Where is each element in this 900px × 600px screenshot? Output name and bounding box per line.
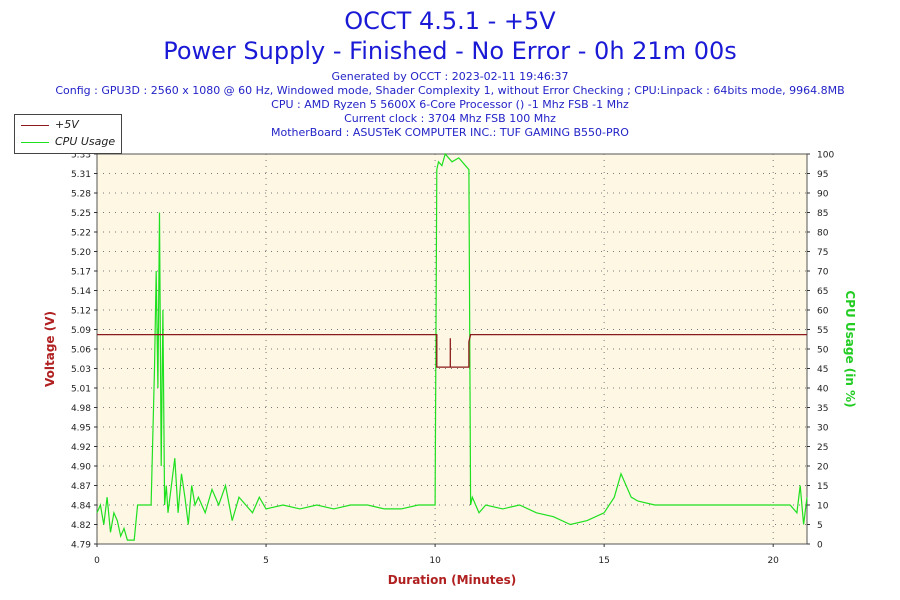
y-right-tick-label: 60 xyxy=(817,307,829,317)
y-right-tick-label: 75 xyxy=(817,248,828,258)
chart-title: OCCT 4.5.1 - +5V xyxy=(344,7,556,35)
y-left-tick-label: 5.09 xyxy=(71,326,91,336)
y-left-tick-label: 4.98 xyxy=(71,404,91,414)
y-left-tick-label: 5.25 xyxy=(71,209,91,219)
cpu-info: CPU : AMD Ryzen 5 5600X 6-Core Processor… xyxy=(271,98,629,111)
legend-label-cpu: CPU Usage xyxy=(55,135,116,148)
y-right-tick-label: 20 xyxy=(817,463,829,473)
y-left-tick-label: 4.90 xyxy=(71,463,91,473)
y-left-tick-label: 4.95 xyxy=(71,424,91,434)
y-right-tick-label: 80 xyxy=(817,229,829,239)
legend-item-cpu: CPU Usage xyxy=(21,135,115,148)
y-left-tick-label: 4.79 xyxy=(71,541,91,551)
y-right-tick-label: 30 xyxy=(817,424,829,434)
y-left-tick-label: 5.14 xyxy=(71,287,91,297)
y-left-tick-label: 5.22 xyxy=(71,229,91,239)
legend-label-voltage: +5V xyxy=(55,118,79,131)
y-right-tick-label: 50 xyxy=(817,346,829,356)
legend-swatch-cpu xyxy=(21,141,49,143)
y-right-tick-label: 35 xyxy=(817,404,828,414)
y-left-axis-label: Voltage (V) xyxy=(43,311,57,387)
y-right-tick-label: 65 xyxy=(817,287,828,297)
series-line-cpu-usage xyxy=(96,152,808,541)
y-left-tick-label: 4.82 xyxy=(71,521,91,531)
config-info: Config : GPU3D : 2560 x 1080 @ 60 Hz, Wi… xyxy=(55,84,845,97)
y-right-tick-label: 100 xyxy=(817,151,834,161)
y-left-tick-label: 5.17 xyxy=(71,268,91,278)
y-right-axis-label: CPU Usage (in %) xyxy=(843,290,857,407)
y-left-tick-label: 4.87 xyxy=(71,482,91,492)
x-axis-label: Duration (Minutes) xyxy=(388,573,516,587)
y-right-tick-label: 15 xyxy=(817,482,828,492)
clock-info: Current clock : 3704 Mhz FSB 100 Mhz xyxy=(344,112,556,125)
x-tick-label: 20 xyxy=(767,556,779,566)
series-line-voltage xyxy=(97,333,807,368)
y-right-tick-label: 10 xyxy=(817,502,829,512)
legend-item-voltage: +5V xyxy=(21,118,79,131)
y-left-tick-label: 4.84 xyxy=(71,502,91,512)
y-left-tick-label: 5.01 xyxy=(71,385,91,395)
plot-area xyxy=(96,153,808,545)
y-right-tick-label: 90 xyxy=(817,190,829,200)
chart-legend: +5V CPU Usage xyxy=(14,114,122,154)
chart-subtitle: Power Supply - Finished - No Error - 0h … xyxy=(163,37,737,65)
x-tick-label: 15 xyxy=(598,556,609,566)
y-right-tick-label: 0 xyxy=(817,541,823,551)
generated-info: Generated by OCCT : 2023-02-11 19:46:37 xyxy=(331,70,569,83)
y-left-tick-label: 4.92 xyxy=(71,443,91,453)
y-left-tick-label: 5.31 xyxy=(71,170,91,180)
y-right-tick-label: 70 xyxy=(817,268,829,278)
y-right-tick-label: 5 xyxy=(817,521,823,531)
y-left-tick-label: 5.28 xyxy=(71,190,91,200)
x-tick-label: 0 xyxy=(94,556,100,566)
motherboard-info: MotherBoard : ASUSTeK COMPUTER INC.: TUF… xyxy=(271,126,629,139)
x-tick-label: 5 xyxy=(263,556,269,566)
x-tick-label: 10 xyxy=(429,556,441,566)
y-right-tick-label: 85 xyxy=(817,209,828,219)
y-left-tick-label: 5.33 xyxy=(71,151,91,161)
y-right-tick-label: 55 xyxy=(817,326,828,336)
y-left-tick-label: 5.03 xyxy=(71,365,91,375)
y-right-tick-label: 45 xyxy=(817,365,828,375)
y-right-tick-label: 95 xyxy=(817,170,828,180)
y-left-tick-label: 5.12 xyxy=(71,307,91,317)
y-left-tick-label: 5.20 xyxy=(71,248,91,258)
y-right-tick-label: 25 xyxy=(817,443,828,453)
y-right-tick-label: 40 xyxy=(817,385,829,395)
legend-swatch-voltage xyxy=(21,124,49,126)
y-left-tick-label: 5.06 xyxy=(71,346,91,356)
